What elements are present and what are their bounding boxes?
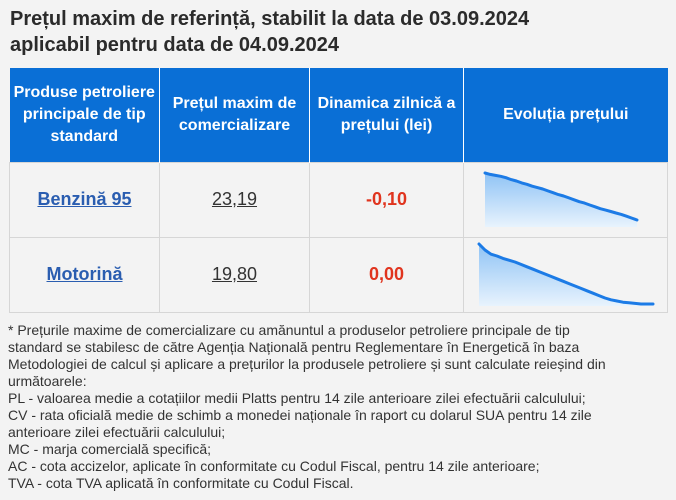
header-change: Dinamica zilnică a prețului (lei) <box>309 68 464 162</box>
sparkline-line <box>483 171 638 221</box>
footnote-line: CV - rata oficială medie de schimb a mon… <box>8 407 592 423</box>
footnote: * Prețurile maxime de comercializare cu … <box>8 322 668 492</box>
product-cell: Benzină 95 <box>9 161 160 238</box>
footnote-line: MC - marja comercială specifică; <box>8 441 212 457</box>
table-row: Benzină 95 23,19 -0,10 <box>9 161 668 238</box>
product-cell: Motorină <box>9 236 160 313</box>
price-cell: 19,80 <box>159 236 310 313</box>
sparkline-area <box>484 172 637 227</box>
title-line-2: aplicabil pentru data de 04.09.2024 <box>10 34 340 56</box>
footnote-line: Metodologiei de calcul și aplicare a pre… <box>8 356 606 372</box>
change-value-motorina: 0,00 <box>368 264 405 284</box>
table-header-row: Produse petroliere principale de tip sta… <box>9 68 668 162</box>
product-link-motorina[interactable]: Motorină <box>46 264 123 284</box>
sparkline-benzina-95 <box>483 171 638 227</box>
header-price: Prețul maxim de comercializare <box>159 68 310 162</box>
sparkline-area <box>478 243 653 306</box>
footnote-line: * Prețurile maxime de comercializare cu … <box>8 322 570 338</box>
header-product: Produse petroliere principale de tip sta… <box>9 68 160 162</box>
footnote-line: AC - cota accizelor, aplicate în conform… <box>8 458 540 474</box>
table-row: Motorină 19,80 0,00 <box>9 236 668 313</box>
title-line-1: Prețul maxim de referință, stabilit la d… <box>10 8 530 30</box>
sparkline-line <box>477 242 654 305</box>
change-cell: -0,10 <box>309 161 464 238</box>
change-cell: 0,00 <box>309 236 464 313</box>
price-link-benzina-95[interactable]: 23,19 <box>211 189 258 209</box>
trend-cell <box>463 236 668 313</box>
footnote-line: standard se stabilesc de către Agenția N… <box>8 339 580 355</box>
footnote-line: PL - valoarea medie a cotațiilor medii P… <box>8 390 586 406</box>
price-cell: 23,19 <box>159 161 310 238</box>
footnote-line: următoarele: <box>8 373 87 389</box>
footnote-line: TVA - cota TVA aplicată în conformitate … <box>8 475 354 491</box>
sparkline-motorina <box>477 242 654 306</box>
footnote-line: anterioare zilei efectuării calculului; <box>8 424 226 440</box>
trend-cell <box>463 161 668 238</box>
change-value-benzina-95: -0,10 <box>365 189 408 209</box>
product-link-benzina-95[interactable]: Benzină 95 <box>37 189 132 209</box>
fuel-price-table: Produse petroliere principale de tip sta… <box>9 68 668 313</box>
price-link-motorina[interactable]: 19,80 <box>211 264 258 284</box>
header-evolution: Evoluția prețului <box>463 68 668 162</box>
page-title: Prețul maxim de referință, stabilit la d… <box>10 6 666 58</box>
